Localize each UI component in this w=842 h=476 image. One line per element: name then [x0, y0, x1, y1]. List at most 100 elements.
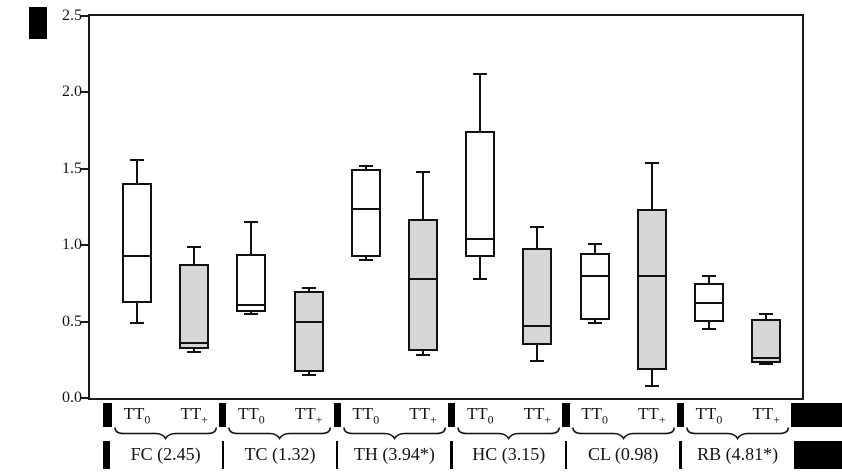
- series-label-chip: TT0 TT+: [226, 403, 334, 427]
- boxplot-box: [179, 263, 210, 350]
- series-label-chip: TT0 TT+: [455, 403, 563, 427]
- tt-series-label: TT+: [630, 404, 674, 427]
- whisker-cap-top: [416, 170, 430, 173]
- tt-sub: +: [315, 412, 323, 427]
- median-line: [179, 341, 210, 344]
- y-tick-label: 1.5: [62, 159, 82, 177]
- underbrace-icon: [342, 427, 446, 440]
- whisker-lower: [593, 320, 596, 324]
- series-label-chip: TT0 TT+: [112, 403, 220, 427]
- y-tick-label: 0.0: [62, 389, 82, 406]
- group-label-band: FC (2.45) TC (1.32) TH (3.94*) HC (3.15) CL …: [103, 441, 842, 469]
- tt-sub: 0: [144, 412, 151, 427]
- tt-base: TT: [180, 404, 202, 423]
- tt-series-label: TT+: [401, 404, 445, 427]
- boxplot-box: [465, 130, 496, 258]
- series-label-chip: TT0 TT+: [569, 403, 677, 427]
- whisker-cap-top: [759, 312, 774, 315]
- group-label: RB (4.81*): [697, 444, 779, 464]
- whisker-cap-top: [244, 221, 259, 224]
- whisker-cap-bottom: [587, 322, 602, 325]
- tt-base: TT: [523, 404, 545, 423]
- y-tick-label: 1.0: [62, 236, 82, 254]
- group-label-chip: RB (4.81*): [681, 441, 794, 469]
- whisker-lower: [708, 321, 710, 330]
- decorative-black-bar: [29, 7, 47, 39]
- group-label-chip: FC (2.45): [109, 441, 222, 469]
- whisker-cap-bottom: [702, 328, 716, 331]
- y-tick-mark: [81, 397, 88, 399]
- whisker-cap-top: [702, 274, 716, 277]
- whisker-lower: [193, 349, 196, 353]
- whisker-lower: [307, 372, 310, 376]
- y-tick-mark: [81, 91, 88, 94]
- whisker-lower: [422, 350, 424, 356]
- whisker-upper: [250, 222, 253, 255]
- tt-sub: +: [201, 412, 208, 427]
- series-label-chip: TT0 TT+: [340, 403, 448, 427]
- tt-sub: 0: [602, 412, 608, 427]
- whisker-cap-top: [301, 286, 316, 289]
- underbrace-icon: [686, 427, 789, 440]
- tt-series-label: TT+: [287, 404, 331, 427]
- whisker-cap-top: [473, 73, 488, 76]
- group-label-chip: HC (3.15): [452, 441, 565, 469]
- whisker-cap-top: [130, 158, 144, 161]
- median-line: [751, 357, 782, 360]
- y-tick-mark: [81, 244, 88, 247]
- whisker-cap-top: [358, 164, 373, 167]
- tt-base: TT: [695, 404, 717, 423]
- tt-series-label: TT+: [172, 404, 216, 427]
- tt-base: TT: [409, 404, 431, 423]
- tt-sub: +: [544, 412, 552, 427]
- median-line: [694, 302, 724, 305]
- whisker-lower: [650, 370, 653, 386]
- boxplot-box: [350, 168, 381, 258]
- tt-series-label: TT0: [687, 404, 731, 427]
- boxplot-box: [751, 318, 782, 363]
- tt-base: TT: [123, 404, 145, 423]
- median-line: [579, 274, 610, 277]
- series-label-chip: TT0 TT+: [684, 403, 792, 427]
- whisker-cap-top: [587, 242, 602, 245]
- tt-series-label: TT0: [573, 404, 617, 427]
- y-tick-mark: [81, 15, 88, 17]
- median-line: [350, 207, 381, 210]
- whisker-cap-bottom: [416, 354, 430, 357]
- whisker-upper: [364, 165, 367, 169]
- tt-sub: 0: [258, 412, 265, 427]
- tt-base: TT: [352, 404, 374, 423]
- whisker-cap-top: [187, 245, 202, 248]
- tt-base: TT: [638, 404, 659, 423]
- median-line: [636, 274, 667, 277]
- whisker-upper: [193, 246, 196, 264]
- whisker-upper: [708, 275, 710, 284]
- y-tick-label: 2.0: [62, 83, 82, 101]
- series-label-band: TT0 TT+ TT0 TT+ TT0 TT+ TT0 TT+ TT0 TT+ TT0 TT+: [103, 403, 842, 427]
- whisker-upper: [307, 287, 310, 292]
- underbrace-icon: [571, 427, 675, 440]
- tt-sub: 0: [373, 412, 380, 427]
- y-tick-mark: [81, 167, 88, 170]
- whisker-lower: [536, 344, 539, 362]
- boxplot-box: [636, 208, 667, 371]
- whisker-cap-bottom: [530, 360, 545, 363]
- whisker-cap-bottom: [358, 259, 373, 262]
- whisker-cap-bottom: [130, 322, 144, 325]
- group-label: TC (1.32): [244, 444, 316, 464]
- whisker-cap-bottom: [187, 351, 202, 354]
- group-label-chip: TH (3.94*): [338, 441, 451, 469]
- tt-series-label: TT0: [115, 404, 159, 427]
- boxplot-box: [579, 252, 610, 321]
- median-line: [236, 303, 267, 306]
- group-label: CL (0.98): [588, 444, 659, 464]
- group-label-chip: TC (1.32): [224, 441, 336, 469]
- y-tick-label: 0.5: [62, 312, 82, 330]
- tt-base: TT: [752, 404, 774, 423]
- tt-sub: +: [773, 412, 780, 427]
- median-line: [465, 238, 496, 241]
- whisker-upper: [536, 226, 539, 249]
- tt-sub: 0: [716, 412, 723, 427]
- underbrace-icon: [457, 427, 561, 440]
